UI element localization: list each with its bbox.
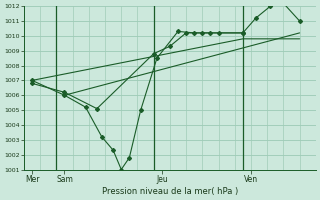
X-axis label: Pression niveau de la mer( hPa ): Pression niveau de la mer( hPa ) xyxy=(102,187,238,196)
